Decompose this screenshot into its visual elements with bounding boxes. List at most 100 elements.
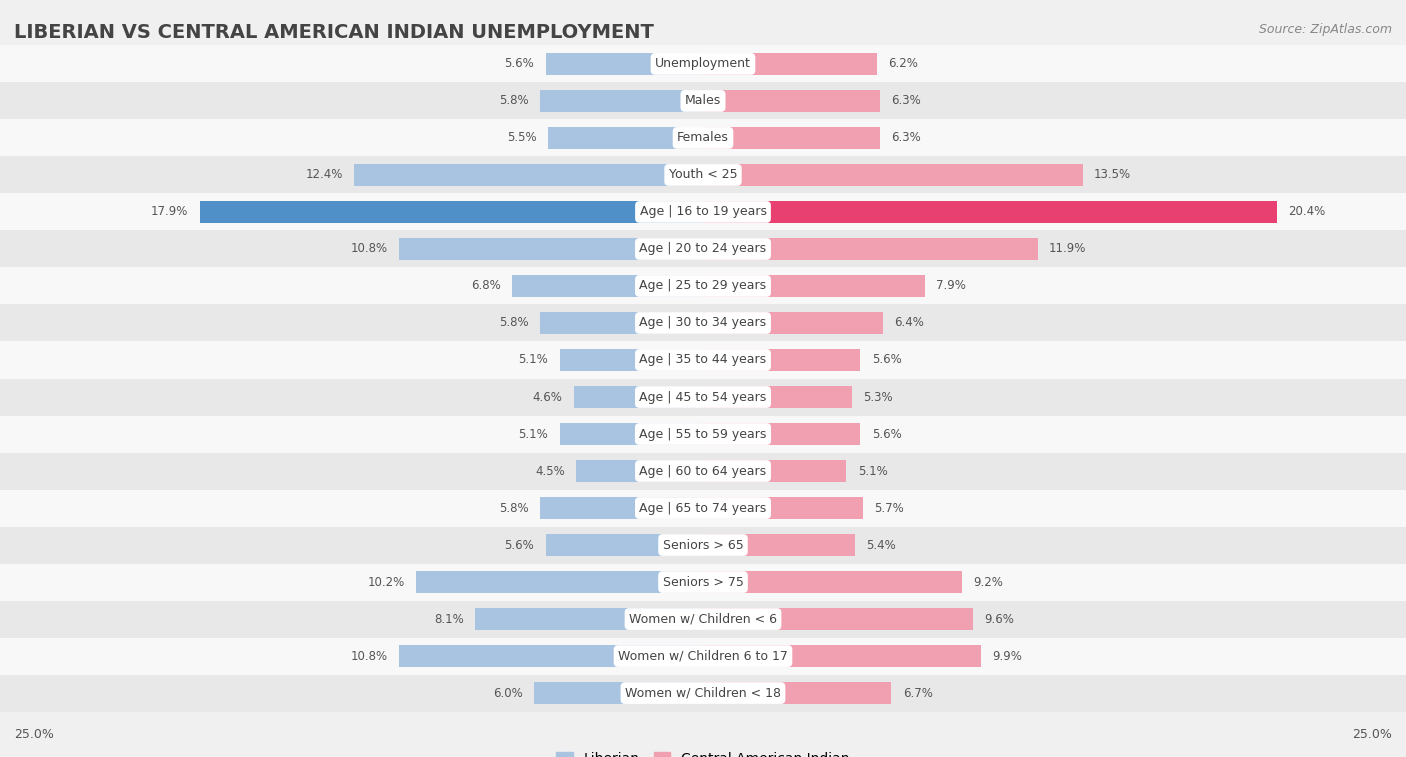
Bar — [0, 490, 1406, 527]
Text: Seniors > 65: Seniors > 65 — [662, 538, 744, 552]
Text: 4.5%: 4.5% — [536, 465, 565, 478]
Text: 5.6%: 5.6% — [505, 538, 534, 552]
Text: Age | 35 to 44 years: Age | 35 to 44 years — [640, 354, 766, 366]
Bar — [703, 497, 863, 519]
Bar — [200, 201, 703, 223]
Bar — [0, 527, 1406, 563]
Bar — [703, 608, 973, 630]
Bar — [703, 127, 880, 149]
Text: 6.3%: 6.3% — [891, 95, 921, 107]
Bar — [0, 157, 1406, 194]
Text: Age | 55 to 59 years: Age | 55 to 59 years — [640, 428, 766, 441]
Bar — [540, 497, 703, 519]
Text: 6.2%: 6.2% — [889, 58, 918, 70]
Bar — [0, 267, 1406, 304]
Bar — [546, 53, 703, 75]
Text: Age | 65 to 74 years: Age | 65 to 74 years — [640, 502, 766, 515]
Bar — [703, 53, 877, 75]
Text: LIBERIAN VS CENTRAL AMERICAN INDIAN UNEMPLOYMENT: LIBERIAN VS CENTRAL AMERICAN INDIAN UNEM… — [14, 23, 654, 42]
Bar — [0, 637, 1406, 674]
Bar — [546, 534, 703, 556]
Text: 5.4%: 5.4% — [866, 538, 896, 552]
Bar — [703, 534, 855, 556]
Bar — [548, 127, 703, 149]
Text: Seniors > 75: Seniors > 75 — [662, 575, 744, 588]
Bar — [534, 682, 703, 704]
Bar — [475, 608, 703, 630]
Bar — [354, 164, 703, 186]
Text: Age | 16 to 19 years: Age | 16 to 19 years — [640, 205, 766, 219]
Bar — [0, 674, 1406, 712]
Text: 11.9%: 11.9% — [1049, 242, 1087, 255]
Text: Women w/ Children < 6: Women w/ Children < 6 — [628, 612, 778, 625]
Text: 6.7%: 6.7% — [903, 687, 932, 699]
Bar — [703, 571, 962, 593]
Bar — [703, 386, 852, 408]
Bar — [703, 201, 1277, 223]
Bar — [0, 230, 1406, 267]
Bar — [399, 238, 703, 260]
Bar — [703, 645, 981, 667]
Text: 4.6%: 4.6% — [533, 391, 562, 403]
Text: 25.0%: 25.0% — [1353, 727, 1392, 741]
Bar — [0, 83, 1406, 120]
Text: 5.1%: 5.1% — [519, 354, 548, 366]
Bar — [703, 164, 1083, 186]
Bar — [703, 460, 846, 482]
Text: Age | 30 to 34 years: Age | 30 to 34 years — [640, 316, 766, 329]
Text: Women w/ Children 6 to 17: Women w/ Children 6 to 17 — [619, 650, 787, 662]
Bar — [416, 571, 703, 593]
Text: 10.8%: 10.8% — [352, 242, 388, 255]
Text: 5.6%: 5.6% — [872, 428, 901, 441]
Text: 5.1%: 5.1% — [858, 465, 887, 478]
Text: 5.8%: 5.8% — [499, 502, 529, 515]
Text: 5.8%: 5.8% — [499, 316, 529, 329]
Bar — [703, 682, 891, 704]
Bar — [560, 349, 703, 371]
Text: 6.4%: 6.4% — [894, 316, 924, 329]
Text: 5.6%: 5.6% — [505, 58, 534, 70]
Text: 9.6%: 9.6% — [984, 612, 1014, 625]
Text: 13.5%: 13.5% — [1094, 169, 1130, 182]
Text: 5.3%: 5.3% — [863, 391, 893, 403]
Text: Youth < 25: Youth < 25 — [669, 169, 737, 182]
Text: 12.4%: 12.4% — [305, 169, 343, 182]
Text: 5.7%: 5.7% — [875, 502, 904, 515]
Bar — [703, 275, 925, 297]
Text: Age | 25 to 29 years: Age | 25 to 29 years — [640, 279, 766, 292]
Text: 6.3%: 6.3% — [891, 132, 921, 145]
Text: 7.9%: 7.9% — [936, 279, 966, 292]
Text: 5.6%: 5.6% — [872, 354, 901, 366]
Bar — [703, 90, 880, 112]
Bar — [703, 238, 1038, 260]
Text: Males: Males — [685, 95, 721, 107]
Text: 10.8%: 10.8% — [352, 650, 388, 662]
Bar — [512, 275, 703, 297]
Bar — [703, 349, 860, 371]
Text: Unemployment: Unemployment — [655, 58, 751, 70]
Text: Age | 20 to 24 years: Age | 20 to 24 years — [640, 242, 766, 255]
Text: Women w/ Children < 18: Women w/ Children < 18 — [626, 687, 780, 699]
Bar — [0, 341, 1406, 378]
Text: 5.5%: 5.5% — [508, 132, 537, 145]
Bar — [0, 416, 1406, 453]
Bar — [703, 423, 860, 445]
Text: 8.1%: 8.1% — [434, 612, 464, 625]
Bar — [0, 378, 1406, 416]
Text: Age | 60 to 64 years: Age | 60 to 64 years — [640, 465, 766, 478]
Bar — [0, 563, 1406, 600]
Bar — [576, 460, 703, 482]
Bar — [703, 312, 883, 334]
Bar — [540, 312, 703, 334]
Text: 6.8%: 6.8% — [471, 279, 501, 292]
Bar — [0, 194, 1406, 230]
Text: 6.0%: 6.0% — [494, 687, 523, 699]
Bar — [540, 90, 703, 112]
Bar — [0, 453, 1406, 490]
Text: Source: ZipAtlas.com: Source: ZipAtlas.com — [1258, 23, 1392, 36]
Text: 10.2%: 10.2% — [368, 575, 405, 588]
Text: 9.9%: 9.9% — [993, 650, 1022, 662]
Text: 5.8%: 5.8% — [499, 95, 529, 107]
Text: 9.2%: 9.2% — [973, 575, 1002, 588]
Bar — [0, 600, 1406, 637]
